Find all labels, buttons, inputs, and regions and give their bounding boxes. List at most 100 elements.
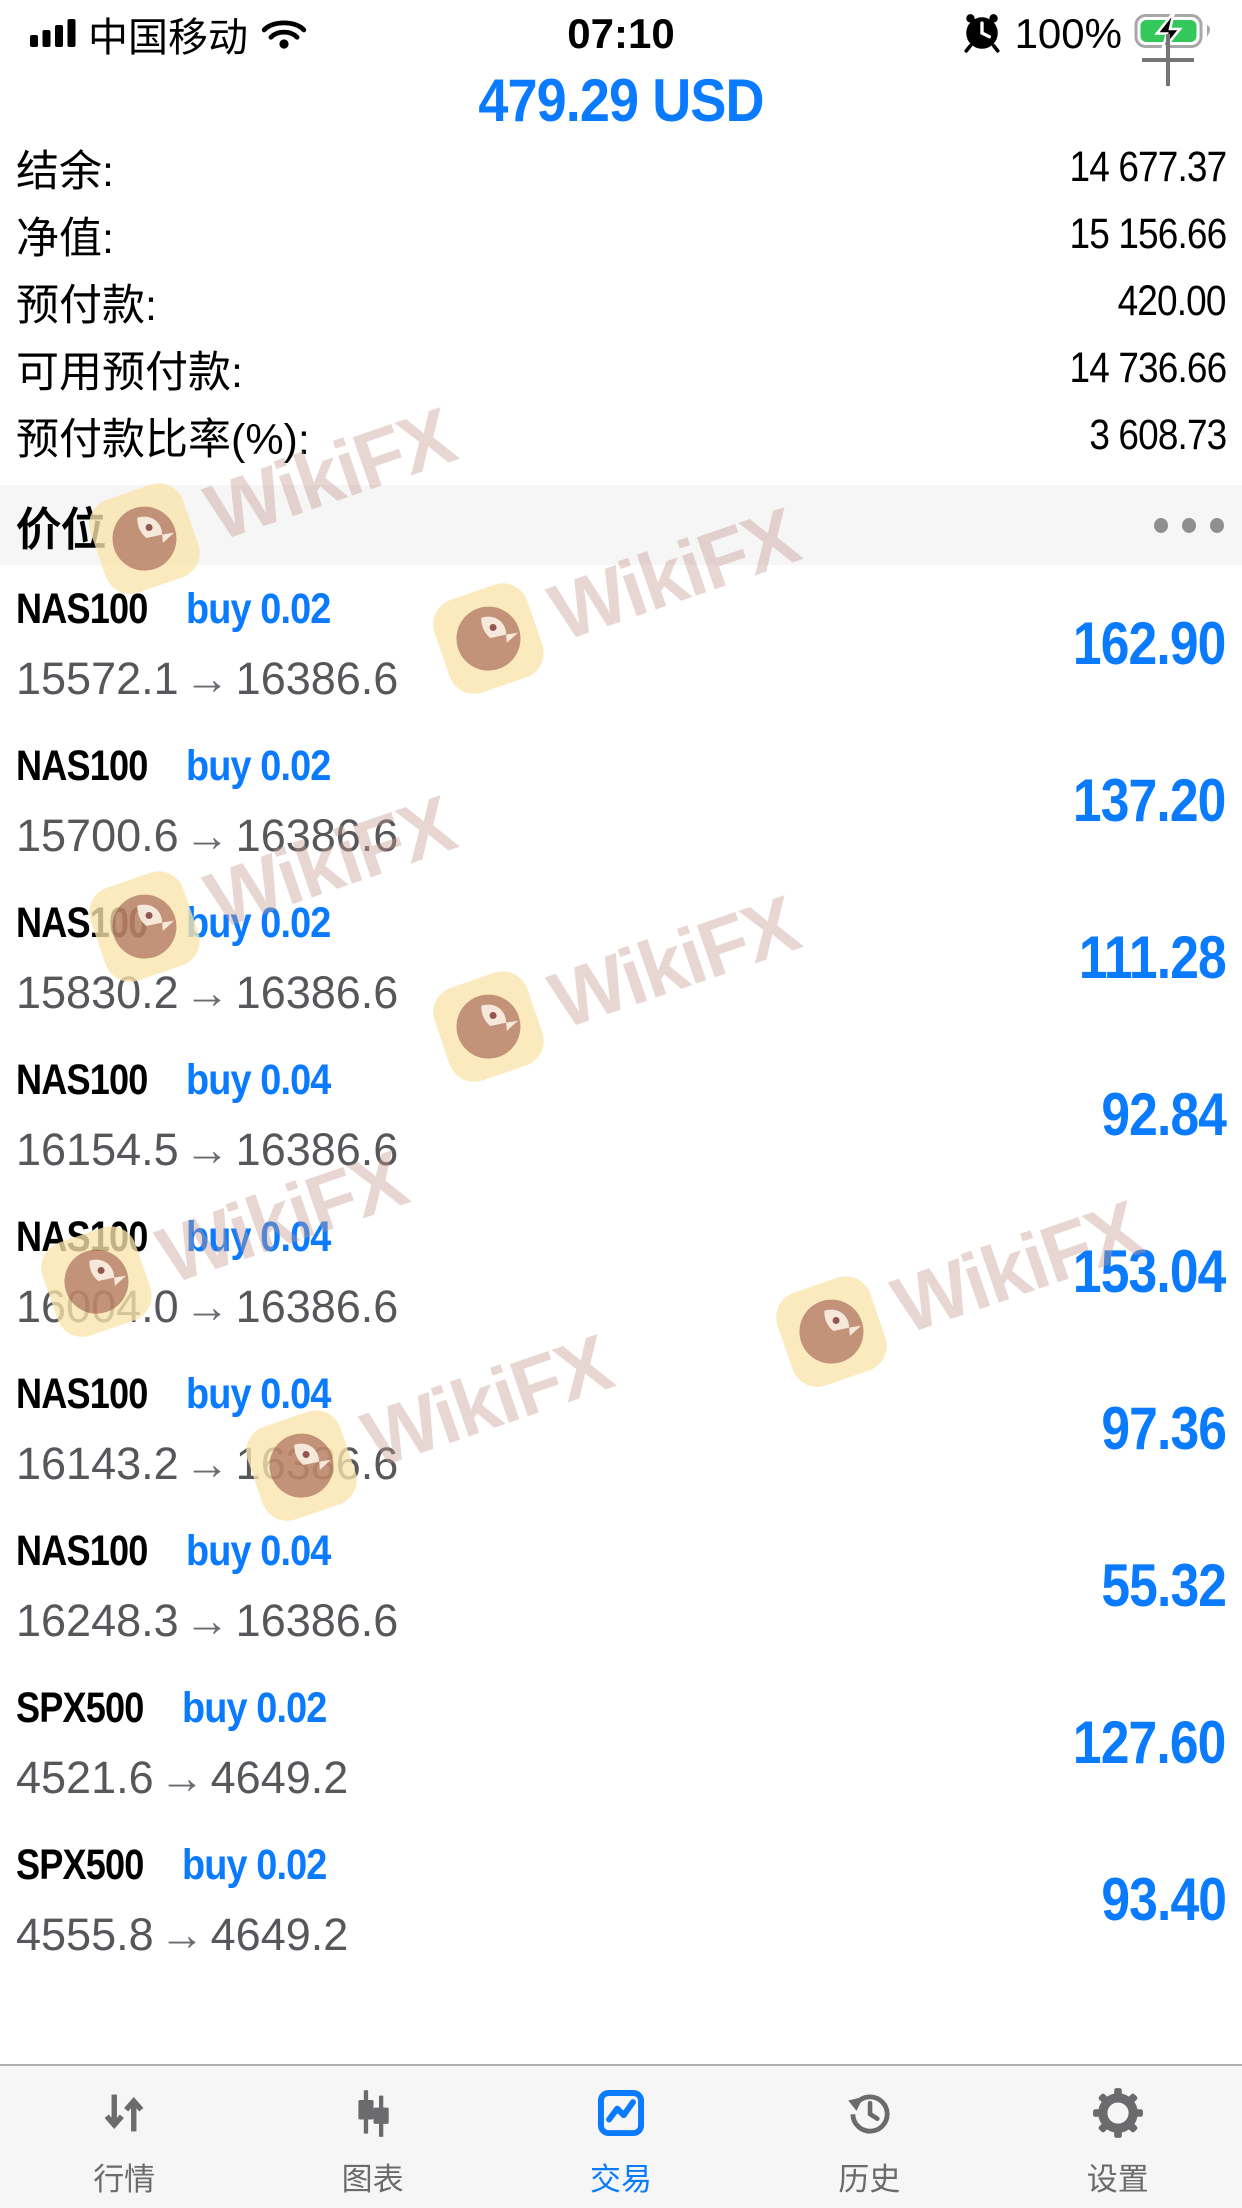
- arrow-right-icon: →: [184, 967, 230, 1018]
- position-prices: 16004.0 → 16386.6: [16, 1281, 1048, 1333]
- open-price: 16004.0: [16, 1281, 179, 1332]
- tab-quotes[interactable]: 行情: [0, 2066, 248, 2208]
- position-prices: 16248.3 → 16386.6: [16, 1595, 1081, 1647]
- current-price: 16386.6: [235, 1438, 399, 1489]
- summary-value: 14 736.66: [1069, 344, 1227, 392]
- clock-time: 07:10: [567, 10, 675, 57]
- plus-icon: [1137, 29, 1199, 96]
- position-side-volume: buy 0.02: [181, 1841, 327, 1889]
- summary-value: 3 608.73: [1088, 411, 1227, 459]
- open-price: 16248.3: [16, 1595, 179, 1646]
- position-side-volume: buy 0.02: [186, 585, 331, 633]
- position-prices: 15700.6 → 16386.6: [16, 810, 1048, 862]
- position-side-volume: buy 0.04: [186, 1527, 331, 1575]
- arrow-right-icon: →: [184, 1595, 230, 1646]
- status-left: 中国移动: [30, 5, 308, 63]
- position-row[interactable]: NAS100 buy 0.02 15830.2 → 16386.6 111.28: [0, 879, 1242, 1036]
- battery-percent-label: 100%: [1014, 10, 1122, 57]
- position-info: SPX500 buy 0.02 4521.6 → 4649.2: [16, 1664, 1048, 1821]
- tab-trade[interactable]: 交易: [497, 2066, 745, 2208]
- arrow-right-icon: →: [159, 1752, 205, 1803]
- position-profit: 92.84: [1101, 1081, 1227, 1148]
- position-row[interactable]: NAS100 buy 0.02 15700.6 → 16386.6 137.20: [0, 722, 1242, 879]
- summary-value: 14 677.37: [1069, 143, 1227, 191]
- position-symbol: NAS100: [16, 742, 148, 790]
- candlestick-chart-icon: [345, 2082, 401, 2144]
- tab-label: 行情: [93, 2162, 156, 2197]
- summary-row: 预付款: 420.00: [16, 268, 1227, 335]
- open-price: 16154.5: [16, 1124, 179, 1175]
- arrow-right-icon: →: [184, 810, 230, 861]
- position-info: NAS100 buy 0.02 15700.6 → 16386.6: [16, 722, 1048, 879]
- current-price: 16386.6: [235, 1281, 399, 1332]
- tab-history[interactable]: 历史: [745, 2066, 993, 2208]
- summary-label: 预付款:: [16, 281, 157, 330]
- current-price: 16386.6: [235, 653, 399, 704]
- position-info: NAS100 buy 0.04 16248.3 → 16386.6: [16, 1507, 1081, 1664]
- account-balance-title: 479.29 USD: [478, 67, 764, 134]
- open-price: 4521.6: [16, 1752, 154, 1803]
- position-side-volume: buy 0.04: [186, 1370, 331, 1418]
- position-info: NAS100 buy 0.04 16143.2 → 16386.6: [16, 1350, 1081, 1507]
- position-side-volume: buy 0.02: [181, 1684, 327, 1732]
- position-row[interactable]: NAS100 buy 0.04 16154.5 → 16386.6 92.84: [0, 1036, 1242, 1193]
- current-price: 16386.6: [235, 967, 399, 1018]
- summary-value: 420.00: [1118, 277, 1227, 325]
- position-profit: 137.20: [1073, 767, 1227, 834]
- position-side-volume: buy 0.02: [186, 899, 331, 947]
- arrow-right-icon: →: [184, 1124, 230, 1175]
- tab-charts[interactable]: 图表: [248, 2066, 496, 2208]
- status-bar: 中国移动 07:10: [0, 0, 1242, 62]
- current-price: 4649.2: [210, 1909, 349, 1960]
- section-title: 价位: [16, 503, 107, 555]
- tab-label: 设置: [1086, 2162, 1149, 2197]
- position-info: SPX500 buy 0.02 4555.8 → 4649.2: [16, 1821, 1081, 1978]
- position-profit: 93.40: [1101, 1866, 1227, 1933]
- tab-label: 交易: [589, 2162, 652, 2197]
- account-header: 479.29 USD: [0, 0, 1242, 134]
- position-symbol: NAS100: [16, 1213, 148, 1261]
- position-prices: 4521.6 → 4649.2: [16, 1752, 1048, 1804]
- positions-section-bar: 价位: [0, 485, 1242, 565]
- position-row[interactable]: NAS100 buy 0.04 16143.2 → 16386.6 97.36: [0, 1350, 1242, 1507]
- gear-icon: [1090, 2082, 1146, 2144]
- tab-label: 图表: [341, 2162, 404, 2197]
- position-row[interactable]: SPX500 buy 0.02 4521.6 → 4649.2 127.60: [0, 1664, 1242, 1821]
- position-prices: 16154.5 → 16386.6: [16, 1124, 1081, 1176]
- signal-bars-icon: [30, 16, 76, 53]
- arrow-right-icon: →: [159, 1909, 205, 1960]
- open-price: 15572.1: [16, 653, 179, 704]
- position-row[interactable]: NAS100 buy 0.04 16004.0 → 16386.6 153.04: [0, 1193, 1242, 1350]
- current-price: 4649.2: [210, 1752, 349, 1803]
- open-price: 15830.2: [16, 967, 179, 1018]
- position-row[interactable]: NAS100 buy 0.02 15572.1 → 16386.6 162.90: [0, 565, 1242, 722]
- summary-row: 可用预付款: 14 736.66: [16, 335, 1227, 402]
- position-profit: 97.36: [1101, 1395, 1227, 1462]
- account-summary: 结余: 14 677.37 净值: 15 156.66 预付款: 420.00 …: [0, 128, 1242, 469]
- position-prices: 16143.2 → 16386.6: [16, 1438, 1081, 1490]
- tab-settings[interactable]: 设置: [994, 2066, 1242, 2208]
- summary-label: 结余:: [16, 147, 114, 196]
- position-row[interactable]: NAS100 buy 0.04 16248.3 → 16386.6 55.32: [0, 1507, 1242, 1664]
- position-profit: 127.60: [1073, 1709, 1227, 1776]
- arrow-right-icon: →: [184, 1281, 230, 1332]
- position-side-volume: buy 0.04: [186, 1056, 331, 1104]
- tab-label: 历史: [838, 2162, 901, 2197]
- ellipsis-icon[interactable]: [1152, 508, 1226, 543]
- current-price: 16386.6: [235, 810, 399, 861]
- add-order-button[interactable]: [1136, 30, 1200, 94]
- position-info: NAS100 buy 0.04 16004.0 → 16386.6: [16, 1193, 1048, 1350]
- positions-list: NAS100 buy 0.02 15572.1 → 16386.6 162.90 N…: [0, 565, 1242, 1978]
- trade-chart-icon: [593, 2082, 649, 2144]
- position-symbol: NAS100: [16, 1056, 148, 1104]
- position-row[interactable]: SPX500 buy 0.02 4555.8 → 4649.2 93.40: [0, 1821, 1242, 1978]
- position-profit: 153.04: [1073, 1238, 1227, 1305]
- position-profit: 111.28: [1079, 924, 1227, 991]
- position-symbol: NAS100: [16, 1370, 148, 1418]
- open-price: 4555.8: [16, 1909, 154, 1960]
- summary-row: 预付款比率(%): 3 608.73: [16, 402, 1227, 469]
- history-clock-icon: [841, 2082, 897, 2144]
- summary-label: 净值:: [16, 214, 114, 263]
- current-price: 16386.6: [235, 1124, 399, 1175]
- position-info: NAS100 buy 0.02 15572.1 → 16386.6: [16, 565, 1048, 722]
